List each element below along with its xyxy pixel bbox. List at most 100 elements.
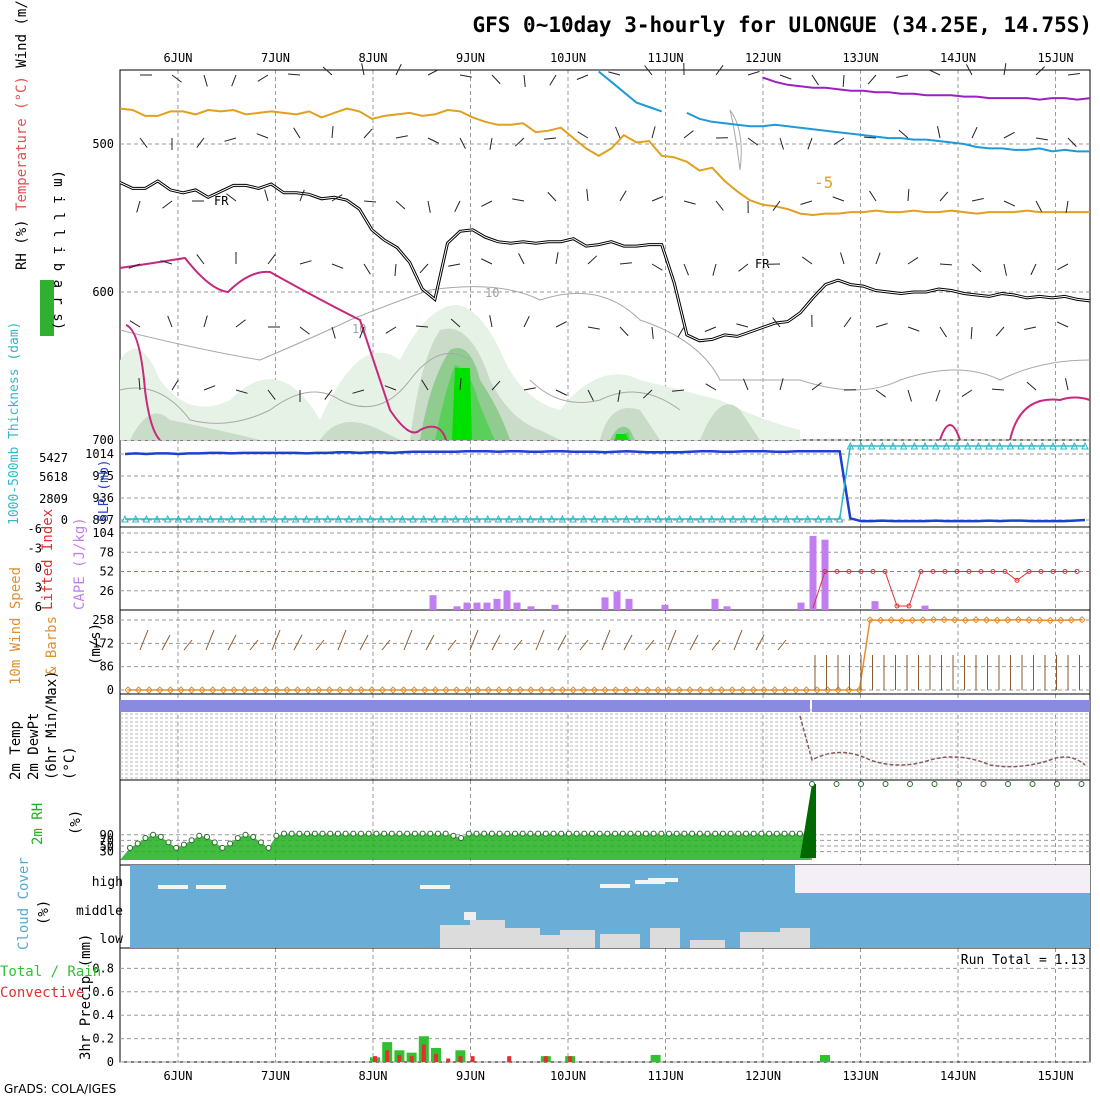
y-tick-label-precip: 0.4 (92, 1008, 114, 1022)
wind-barb (331, 194, 343, 202)
wind-barb (1003, 200, 1016, 207)
rh2m-marker (558, 830, 565, 837)
wind-speed-marker (283, 686, 291, 694)
x-tick-label-top: 6JUN (164, 51, 193, 65)
cloud-high-block (158, 885, 188, 889)
x-tick-label-top: 15JUN (1037, 51, 1073, 65)
wind-speed-marker (357, 686, 365, 694)
y-tick-label-cloud: high (92, 875, 123, 890)
rh-contour-line (119, 352, 471, 424)
wind-speed-marker (1025, 616, 1033, 624)
wind-barb (226, 193, 237, 202)
precip-conv-bar (397, 1054, 402, 1062)
wind-speed-marker (622, 686, 630, 694)
wind-barb-10m (579, 639, 589, 651)
wind-barb (224, 137, 237, 142)
y-axis-title-precip-total: Total / Rain (0, 964, 101, 980)
rh-legend-swatch (40, 280, 54, 336)
rh2m-marker (882, 781, 889, 787)
wind-barb (995, 326, 1005, 337)
wind-barb (139, 137, 148, 148)
x-tick-label-top: 9JUN (456, 51, 485, 65)
wind-barb (267, 254, 276, 265)
wind-barb (324, 389, 333, 400)
wind-speed-marker (770, 686, 779, 694)
wind-speed-marker (898, 616, 906, 625)
wind-barb-10m (733, 629, 743, 651)
y-tick-label-precip: 0.6 (92, 985, 114, 999)
wind-speed-marker (654, 686, 662, 694)
thickness-line (125, 445, 1085, 520)
cape-bar (463, 602, 471, 610)
y-axis-title-cape: CAPE (J/kg) (72, 517, 88, 610)
wind-speed-marker (749, 686, 758, 694)
wind-barb (971, 198, 984, 202)
wind-barb (937, 126, 941, 139)
y-tick-label-precip: 0 (107, 1055, 114, 1069)
wind-barb (555, 252, 559, 265)
rh2m-marker (689, 830, 696, 837)
x-tick-label-top: 12JUN (745, 51, 781, 65)
wind-barb (363, 263, 371, 275)
x-tick-label-bottom: 13JUN (842, 1069, 878, 1083)
wind-barb (896, 74, 909, 78)
wind-barb-10m (755, 634, 765, 651)
wind-barb (863, 136, 877, 139)
wind-barb (395, 200, 406, 210)
wind-barb (747, 71, 760, 76)
y-tick-label-li: 0 (35, 561, 42, 575)
rh2m-marker (743, 830, 749, 837)
y-tick-label-cape: 78 (100, 545, 114, 559)
isotherm-line (119, 107, 1090, 217)
wind-barb (1024, 326, 1037, 330)
wind-barb (235, 389, 248, 394)
wind-barb-10m (271, 629, 281, 651)
wind-speed-marker (484, 686, 493, 694)
panel-frame-precip (119, 947, 1091, 1063)
wind-barb (256, 133, 269, 139)
wind-barb (459, 137, 466, 149)
wind-barb (587, 326, 600, 330)
rh2m-marker (496, 830, 503, 837)
wind-barb (416, 325, 429, 328)
y-axis-title-cloud-units: (%) (36, 900, 52, 925)
rh2m-marker (257, 839, 264, 846)
x-tick-label-bottom: 9JUN (456, 1069, 485, 1083)
wind-barb (331, 126, 334, 139)
rh2m-marker (373, 830, 380, 837)
wind-barb (384, 385, 397, 391)
rh2m-marker (381, 830, 388, 837)
wind-barb (677, 326, 685, 338)
rh2m-marker (980, 781, 987, 787)
wind-speed-marker (177, 686, 185, 694)
temp-band (120, 700, 810, 712)
wind-barb (427, 69, 439, 76)
rh2m-marker (127, 844, 133, 851)
wind-barb-10m (777, 639, 787, 651)
rh2m-marker (504, 830, 511, 837)
wind-barb (489, 315, 493, 328)
cloud-low-block (780, 928, 810, 948)
y-axis-title-temp: (°C) (62, 746, 78, 780)
wind-barb-10m (183, 639, 193, 651)
wind-speed-marker (272, 686, 281, 694)
wind-barb-10m (425, 634, 435, 651)
y-tick-label-li: 3 (35, 581, 42, 595)
wind-barb (619, 190, 627, 202)
wind-barb (1003, 263, 1007, 276)
x-tick-label-bottom: 6JUN (164, 1069, 193, 1083)
cape-bar (453, 606, 461, 610)
wind-barb (363, 200, 376, 203)
wind-barb (898, 129, 909, 139)
wind-speed-line (128, 618, 1083, 691)
y-axis-title-precip-conv: Convective (0, 985, 84, 1001)
wind-barb (491, 380, 501, 391)
wind-speed-marker (908, 616, 917, 624)
rh2m-marker (589, 830, 595, 837)
wind-speed-marker (452, 686, 461, 694)
x-tick-label-bottom: 12JUN (745, 1069, 781, 1083)
cloud-high-block (196, 885, 226, 889)
rh2m-marker (758, 830, 765, 837)
wind-barb (875, 389, 887, 398)
wind-barb (555, 389, 568, 396)
